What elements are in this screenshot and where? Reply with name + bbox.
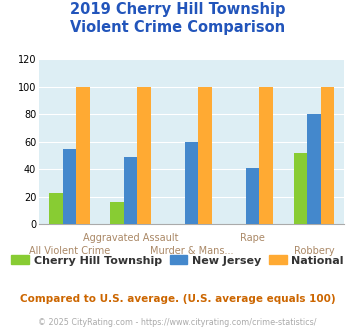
Bar [137,87,151,224]
Bar [49,193,63,224]
Text: 2019 Cherry Hill Township
Violent Crime Comparison: 2019 Cherry Hill Township Violent Crime … [70,2,285,35]
Bar [260,87,273,224]
Bar [294,153,307,224]
Bar [110,202,124,224]
Text: Aggravated Assault: Aggravated Assault [83,233,179,243]
Bar [321,87,334,224]
Bar [307,115,321,224]
Bar [124,157,137,224]
Text: All Violent Crime: All Violent Crime [29,246,110,256]
Legend: Cherry Hill Township, New Jersey, National: Cherry Hill Township, New Jersey, Nation… [7,251,348,270]
Text: © 2025 CityRating.com - https://www.cityrating.com/crime-statistics/: © 2025 CityRating.com - https://www.city… [38,318,317,327]
Text: Murder & Mans...: Murder & Mans... [150,246,234,256]
Text: Rape: Rape [240,233,265,243]
Bar [63,149,76,224]
Bar [246,168,260,224]
Text: Compared to U.S. average. (U.S. average equals 100): Compared to U.S. average. (U.S. average … [20,294,335,304]
Bar [185,142,198,224]
Bar [76,87,90,224]
Bar [198,87,212,224]
Text: Robbery: Robbery [294,246,334,256]
